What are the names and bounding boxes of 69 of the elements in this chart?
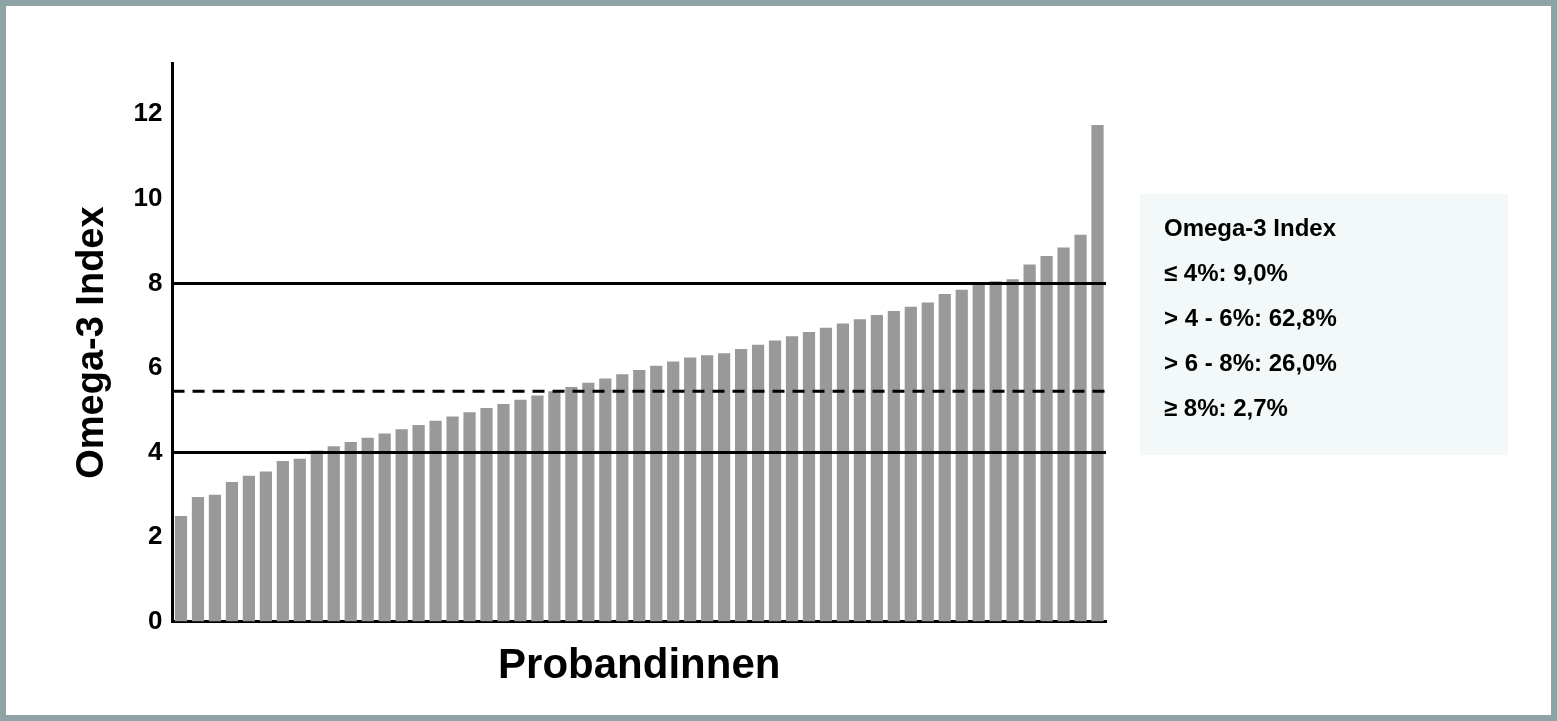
bar xyxy=(412,425,425,622)
bar xyxy=(921,302,934,622)
y-tick-label: 8 xyxy=(148,266,163,297)
y-tick-label: 0 xyxy=(148,604,163,635)
text: ≤ 4%: 9,0% xyxy=(1164,259,1289,287)
bar xyxy=(599,378,612,622)
bar xyxy=(293,458,306,622)
bar xyxy=(785,336,799,622)
y-axis-title: Omega-3 Index xyxy=(69,206,112,479)
bar xyxy=(327,446,340,622)
bar xyxy=(497,403,510,622)
bar xyxy=(429,420,442,622)
bar xyxy=(904,306,917,622)
bar xyxy=(361,437,374,622)
bar xyxy=(734,348,748,622)
bar xyxy=(208,494,222,622)
bar xyxy=(667,361,680,622)
bar xyxy=(718,353,731,622)
bar xyxy=(1023,264,1036,622)
bar xyxy=(989,281,1002,622)
bar xyxy=(463,412,476,622)
x-axis-title: Probandinnen xyxy=(498,640,781,688)
bar xyxy=(870,315,883,622)
y-tick-label: 10 xyxy=(133,182,163,213)
text: ≥ 8%: 2,7% xyxy=(1164,394,1289,422)
bar xyxy=(548,391,561,622)
bar xyxy=(446,416,459,622)
bar xyxy=(684,357,697,622)
bar xyxy=(1074,234,1087,622)
bar xyxy=(802,332,816,622)
bar xyxy=(395,429,408,622)
bar xyxy=(887,310,900,622)
bar xyxy=(344,441,357,622)
bar xyxy=(616,374,629,622)
bar xyxy=(751,344,765,622)
bar xyxy=(514,399,527,622)
bar xyxy=(480,408,493,622)
bar xyxy=(378,433,391,622)
bar xyxy=(174,515,188,622)
bar xyxy=(259,471,272,622)
bar xyxy=(1040,255,1053,622)
y-tick-label: 12 xyxy=(133,97,163,128)
bar xyxy=(242,475,256,622)
bar xyxy=(1091,124,1104,622)
bar xyxy=(276,460,289,622)
bar xyxy=(191,496,205,622)
bar xyxy=(650,365,663,622)
bar xyxy=(565,386,578,622)
bar xyxy=(1006,279,1019,622)
bar xyxy=(633,370,646,622)
bar xyxy=(582,382,595,622)
bar xyxy=(531,395,544,622)
bar xyxy=(972,283,985,622)
bar xyxy=(768,340,782,622)
bar xyxy=(955,289,968,622)
y-tick-label: 4 xyxy=(148,435,164,466)
text: > 4 - 6%: 62,8% xyxy=(1164,304,1338,332)
text: Omega-3 Index xyxy=(1164,214,1338,242)
bar xyxy=(701,355,714,622)
bar xyxy=(853,319,867,622)
y-tick-label: 2 xyxy=(148,520,163,551)
bar xyxy=(836,323,850,622)
bar xyxy=(225,482,239,622)
bar xyxy=(310,450,323,622)
y-tick-label: 6 xyxy=(148,351,163,382)
bar xyxy=(1057,247,1070,622)
bar xyxy=(938,293,951,622)
bar xyxy=(819,327,833,622)
text: > 6 - 8%: 26,0% xyxy=(1164,349,1338,377)
